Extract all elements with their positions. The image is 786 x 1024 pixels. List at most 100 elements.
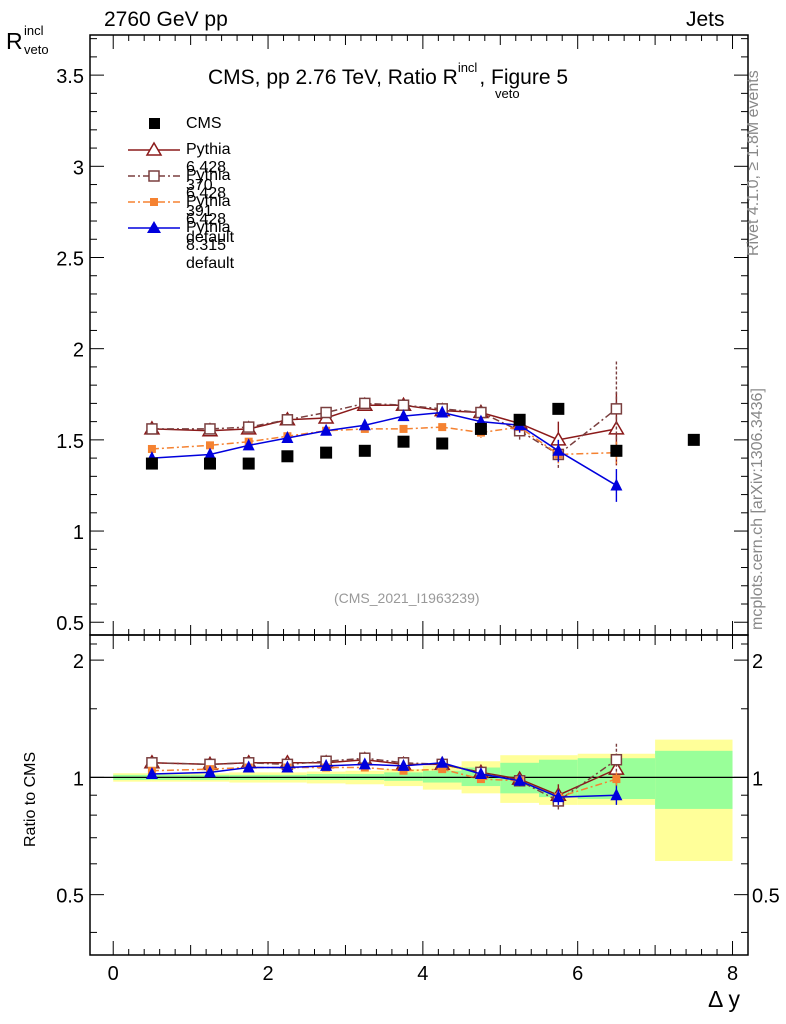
series-line-p8def [151, 762, 617, 798]
header-right-label: Jets [686, 8, 725, 31]
data-point-p8def [358, 757, 371, 770]
main-y-tick-label: 2.5 [56, 248, 84, 270]
data-point-cms [203, 457, 216, 470]
data-point-cms [610, 444, 623, 457]
data-point-cms [242, 457, 255, 470]
data-point-cms [687, 433, 700, 446]
main-series-group [143, 361, 700, 502]
data-point-p391 [204, 423, 216, 435]
legend-label-cms: CMS [186, 115, 222, 132]
main-y-tick-label: 3.5 [56, 66, 84, 88]
data-point-p8def [203, 447, 216, 460]
data-point-p391 [610, 753, 623, 766]
data-point-p8def [552, 443, 565, 456]
ratio-y-tick-label: 1 [73, 768, 84, 790]
data-point-p8def [281, 431, 294, 444]
x-tick-label: 0 [108, 963, 119, 985]
data-point-p8def [242, 760, 255, 773]
data-point-p391 [610, 403, 623, 415]
data-point-p8def [610, 478, 623, 491]
series-line-p6def [151, 426, 617, 456]
data-point-p8def [281, 760, 294, 773]
main-y-tick-label: 3 [73, 157, 84, 179]
ratio-band-green [655, 750, 733, 809]
data-point-cms [281, 450, 294, 463]
legend-marker-p391 [148, 170, 160, 182]
legend-label-p391: Pythia 6.428 391 [186, 167, 231, 220]
series-line-p370 [151, 404, 617, 441]
data-point-cms [436, 437, 449, 450]
ratio-band-green [384, 772, 423, 781]
ratio-y-tick-label-right: 1 [752, 768, 763, 790]
data-point-p8def [552, 790, 565, 803]
data-point-cms [397, 435, 410, 448]
mcplots-label: mcplots.cern.ch [arXiv:1306.3436] [749, 388, 766, 630]
data-point-p8def [513, 773, 526, 786]
main-y-tick-label: 2 [73, 340, 84, 362]
ratio-y-axis-label: Ratio to CMS [22, 751, 39, 847]
data-point-p391 [320, 406, 332, 419]
series-line-p391 [151, 402, 617, 456]
ratio-y-tick-label-right: 2 [752, 651, 763, 673]
data-point-cms [552, 402, 565, 415]
legend-marker-p6def [150, 198, 158, 206]
data-point-p8def [203, 765, 216, 778]
ratio-series-group [143, 743, 625, 811]
main-y-tick-label: 1 [73, 522, 84, 544]
data-point-p8def [610, 788, 623, 801]
axis-ticks [90, 35, 748, 955]
rivet-version-label: Rivet 4.1.0, ≥ 1.8M events [745, 70, 762, 256]
data-point-p391 [359, 397, 371, 410]
data-point-p391 [242, 421, 255, 433]
data-point-p8def [436, 405, 449, 418]
main-y-tick-label: 1.5 [56, 431, 84, 453]
data-point-p391 [146, 423, 158, 435]
data-point-cms [320, 446, 333, 459]
data-point-p6def [147, 444, 156, 453]
data-point-p6def [476, 775, 485, 784]
legend-label-p8def: Pythia 8.315 default [186, 219, 235, 272]
data-point-p8def [436, 755, 449, 768]
data-point-p8def [474, 767, 487, 780]
data-point-cms [145, 457, 158, 470]
data-point-p8def [397, 758, 410, 771]
data-point-p391 [397, 399, 410, 411]
analysis-watermark: (CMS_2021_I1963239) [334, 590, 480, 606]
data-point-p8def [358, 418, 371, 431]
data-point-p6def [205, 441, 214, 450]
data-point-cms [358, 444, 371, 457]
x-tick-label: 6 [572, 963, 583, 985]
legend-marker-p8def [147, 221, 161, 233]
data-point-p8def [145, 767, 158, 780]
data-point-p6def [399, 424, 408, 433]
legend-marker-cms [149, 118, 160, 129]
legend-marker-p370 [145, 141, 163, 156]
x-tick-label: 4 [417, 963, 428, 985]
data-point-p8def [320, 758, 333, 771]
ratio-y-tick-label: 0.5 [56, 886, 84, 908]
data-point-p391 [146, 757, 158, 769]
data-point-p8def [397, 409, 410, 422]
x-tick-label: 8 [727, 963, 738, 985]
tick-labels: 0 2 4 6 8 0.5 1 1.5 2 2.5 3 3.5 0.5 0.5 1 1 2 2 [56, 66, 780, 985]
data-point-p391 [281, 414, 294, 426]
data-point-p8def [242, 438, 255, 451]
data-point-cms [513, 413, 526, 426]
header-left-label: 2760 GeV pp [104, 8, 228, 31]
series-line-p8def [151, 411, 617, 487]
legend-label-p6def: Pythia 6.428 default [186, 193, 235, 246]
ratio-uncertainty-bands [113, 739, 733, 862]
data-point-p8def [320, 423, 333, 436]
legend-label-p370: Pythia 6.428 370 [186, 141, 231, 194]
ratio-y-tick-label-right: 0.5 [752, 886, 780, 908]
x-tick-label: 2 [262, 963, 273, 985]
data-point-p6def [438, 423, 447, 432]
ratio-band-green [422, 770, 462, 783]
data-point-p6def [438, 765, 447, 774]
data-point-p6def [612, 775, 621, 784]
main-y-tick-label: 0.5 [56, 613, 84, 635]
ratio-y-tick-label: 2 [73, 651, 84, 673]
